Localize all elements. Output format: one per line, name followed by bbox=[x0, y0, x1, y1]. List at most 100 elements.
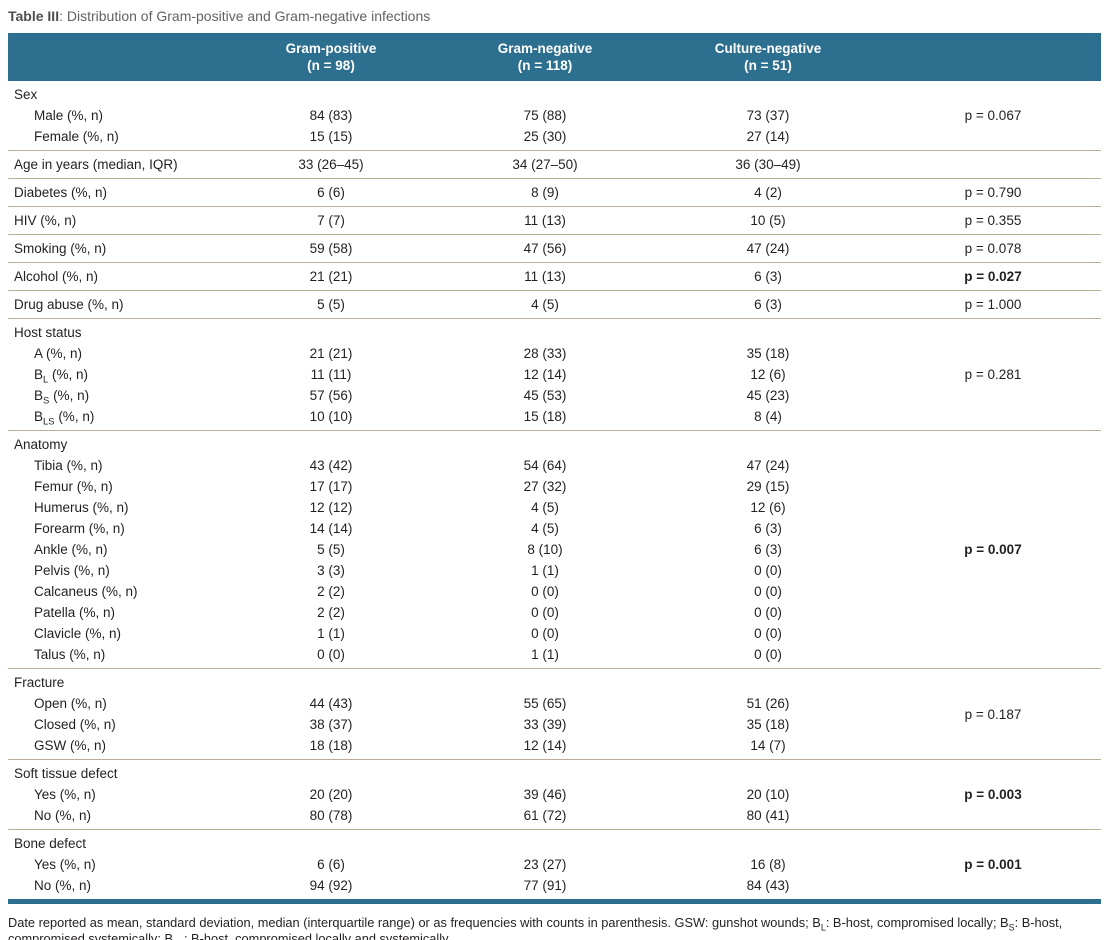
value-cell: 7 (7) bbox=[317, 213, 345, 228]
value-cell: 12 (6) bbox=[750, 367, 786, 382]
value-cell: 29 (15) bbox=[746, 479, 790, 494]
header-cell-pvalue bbox=[885, 33, 1101, 81]
section-header-row: Fracture bbox=[8, 669, 1101, 694]
column-n: (n = 98) bbox=[307, 58, 355, 73]
row-label: Yes (%, n) bbox=[34, 787, 96, 802]
distribution-table: Gram-positive (n = 98) Gram-negative (n … bbox=[8, 33, 1101, 904]
row-label: Smoking (%, n) bbox=[14, 241, 107, 256]
value-cell: 16 (8) bbox=[750, 857, 786, 872]
value-cell: 12 (14) bbox=[523, 738, 567, 753]
section-header-label: Soft tissue defect bbox=[14, 766, 118, 781]
value-cell: 34 (27–50) bbox=[512, 157, 578, 172]
row-label: Alcohol (%, n) bbox=[14, 269, 99, 284]
row-label: A (%, n) bbox=[34, 346, 83, 361]
value-cell: 0 (0) bbox=[754, 563, 782, 578]
p-value-cell: p = 0.355 bbox=[964, 213, 1022, 228]
value-cell: 21 (21) bbox=[309, 346, 353, 361]
row-label: BL (%, n) bbox=[34, 367, 89, 386]
value-cell: 47 (24) bbox=[746, 241, 790, 256]
table-row: Smoking (%, n) 59 (58) 47 (56) 47 (24) p = 0… bbox=[8, 235, 1101, 263]
value-cell: 4 (5) bbox=[531, 297, 559, 312]
value-cell: 0 (0) bbox=[754, 605, 782, 620]
p-value-cell: p = 0.078 bbox=[964, 241, 1022, 256]
p-value-cell-empty bbox=[885, 151, 1101, 179]
table-section: Alcohol (%, n) 21 (21) 11 (13) 6 (3) p = 0.0… bbox=[8, 262, 1101, 291]
p-value-cell: p = 0.003 bbox=[964, 787, 1022, 802]
value-cell: 17 (17) bbox=[309, 479, 353, 494]
value-cell: 73 (37) bbox=[746, 108, 790, 123]
section-header-label: Fracture bbox=[14, 675, 65, 690]
row-label: Yes (%, n) bbox=[34, 857, 96, 872]
value-cell: 12 (12) bbox=[309, 500, 353, 515]
p-value-cell: p = 0.007 bbox=[964, 542, 1022, 557]
row-label: Drug abuse (%, n) bbox=[14, 297, 124, 312]
row-label: Open (%, n) bbox=[34, 696, 107, 711]
section-header-label: Anatomy bbox=[14, 437, 68, 452]
table-row: A (%, n) 21 (21) 28 (33) 35 (18) bbox=[8, 343, 1101, 364]
value-cell: 11 (11) bbox=[310, 367, 352, 382]
table-section: Anatomy Tibia (%, n) 43 (42) 54 (64) 47 (24)… bbox=[8, 430, 1101, 669]
value-cell: 0 (0) bbox=[754, 626, 782, 641]
row-label: No (%, n) bbox=[34, 878, 92, 893]
table-row: Pelvis (%, n) 3 (3) 1 (1) 0 (0) bbox=[8, 560, 1101, 581]
table-row: Male (%, n) 84 (83) 75 (88) 73 (37) p = 0.06… bbox=[8, 105, 1101, 126]
table-section: Drug abuse (%, n) 5 (5) 4 (5) 6 (3) p = 1.00… bbox=[8, 290, 1101, 319]
table-title-label: Table III bbox=[8, 8, 60, 24]
table-row: BLS (%, n) 10 (10) 15 (18) 8 (4) bbox=[8, 406, 1101, 431]
row-label: Tibia (%, n) bbox=[34, 458, 103, 473]
value-cell: 12 (14) bbox=[523, 367, 567, 382]
value-cell: 2 (2) bbox=[317, 605, 345, 620]
table-row: Humerus (%, n) 12 (12) 4 (5) 12 (6) bbox=[8, 497, 1101, 518]
table-section: Fracture Open (%, n) 44 (43) 55 (65) 51 (26)… bbox=[8, 668, 1101, 760]
table-row: GSW (%, n) 18 (18) 12 (14) 14 (7) bbox=[8, 735, 1101, 760]
table-row: Drug abuse (%, n) 5 (5) 4 (5) 6 (3) p = 1.00… bbox=[8, 291, 1101, 319]
table-section: Soft tissue defect Yes (%, n) 20 (20) 39 (4… bbox=[8, 759, 1101, 830]
column-name: Culture-negative bbox=[714, 41, 822, 56]
section-header-row: Bone defect bbox=[8, 830, 1101, 855]
header-cell-empty bbox=[8, 33, 223, 81]
value-cell: 14 (14) bbox=[309, 521, 353, 536]
value-cell: 0 (0) bbox=[531, 584, 559, 599]
table-footnote: Date reported as mean, standard deviatio… bbox=[8, 915, 1063, 940]
table-section: Diabetes (%, n) 6 (6) 8 (9) 4 (2) p = 0.790 bbox=[8, 178, 1101, 207]
value-cell: 45 (53) bbox=[523, 388, 567, 403]
value-cell: 15 (18) bbox=[523, 409, 567, 424]
p-value-cell: p = 0.067 bbox=[964, 108, 1022, 123]
value-cell: 47 (56) bbox=[523, 241, 567, 256]
p-value-cell-empty bbox=[885, 805, 1101, 830]
value-cell: 6 (6) bbox=[317, 857, 345, 872]
value-cell: 2 (2) bbox=[317, 584, 345, 599]
value-cell: 38 (37) bbox=[309, 717, 353, 732]
value-cell: 80 (41) bbox=[746, 808, 790, 823]
value-cell: 47 (24) bbox=[746, 458, 790, 473]
value-cell: 28 (33) bbox=[523, 346, 567, 361]
p-value-cell: p = 0.187 bbox=[964, 706, 1022, 722]
value-cell: 59 (58) bbox=[309, 241, 353, 256]
p-value-cell-empty bbox=[885, 518, 1101, 539]
header-cell-gram-positive: Gram-positive (n = 98) bbox=[223, 33, 439, 81]
table-row: BL (%, n) 11 (11) 12 (14) 12 (6) p = 0.281 bbox=[8, 364, 1101, 385]
table-row: Talus (%, n) 0 (0) 1 (1) 0 (0) bbox=[8, 644, 1101, 669]
header-cell-culture-negative: Culture-negative (n = 51) bbox=[651, 33, 885, 81]
table-row: Femur (%, n) 17 (17) 27 (32) 29 (15) bbox=[8, 476, 1101, 497]
value-cell: 14 (7) bbox=[750, 738, 786, 753]
row-label: BS (%, n) bbox=[34, 388, 90, 407]
table-section: HIV (%, n) 7 (7) 11 (13) 10 (5) p = 0.355 bbox=[8, 206, 1101, 235]
p-value-cell-empty bbox=[885, 644, 1101, 669]
value-cell: 0 (0) bbox=[754, 647, 782, 662]
column-n: (n = 51) bbox=[744, 58, 792, 73]
table-title: Table III: Distribution of Gram-positive… bbox=[8, 8, 1101, 25]
row-label: Diabetes (%, n) bbox=[14, 185, 108, 200]
table-header: Gram-positive (n = 98) Gram-negative (n … bbox=[8, 33, 1101, 81]
value-cell: 11 (13) bbox=[524, 213, 566, 228]
table-row: Ankle (%, n) 5 (5) 8 (10) 6 (3) p = 0.007 bbox=[8, 539, 1101, 560]
table-row: Open (%, n) 44 (43) 55 (65) 51 (26) p = 0.18… bbox=[8, 693, 1101, 722]
value-cell: 54 (64) bbox=[523, 458, 567, 473]
p-value-cell: p = 0.001 bbox=[964, 857, 1022, 872]
row-label: Age in years (median, IQR) bbox=[14, 157, 178, 172]
p-value-cell-empty bbox=[885, 497, 1101, 518]
value-cell: 5 (5) bbox=[317, 297, 345, 312]
value-cell: 1 (1) bbox=[531, 563, 559, 578]
value-cell: 12 (6) bbox=[750, 500, 786, 515]
row-label: HIV (%, n) bbox=[14, 213, 77, 228]
